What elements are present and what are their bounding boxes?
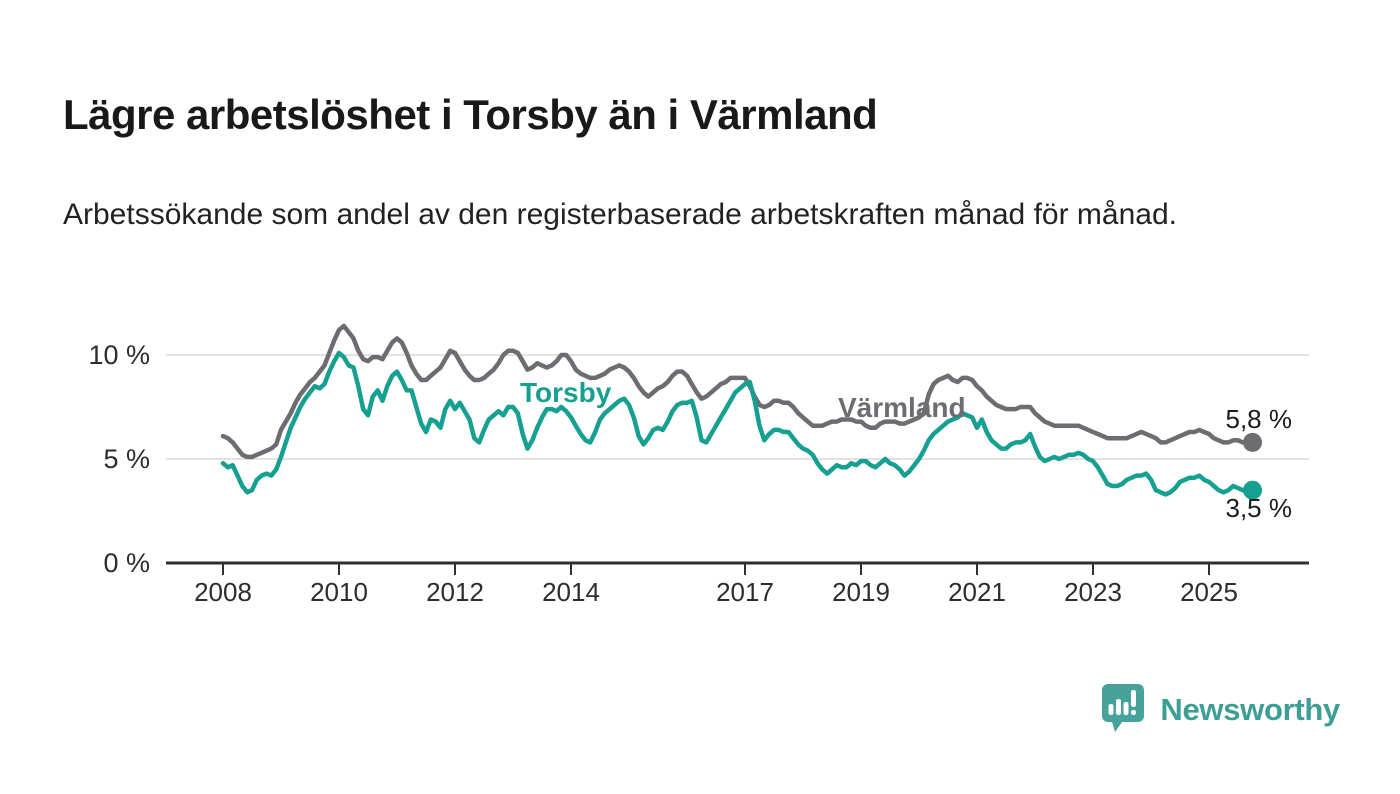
x-tick-label: 2012 xyxy=(426,577,484,607)
x-tick-label: 2023 xyxy=(1064,577,1122,607)
x-tick-label: 2014 xyxy=(542,577,600,607)
värmland-end-dot xyxy=(1243,432,1262,452)
x-tick-label: 2008 xyxy=(194,577,252,607)
page-title: Lägre arbetslöshet i Torsby än i Värmlan… xyxy=(63,91,878,139)
torsby-end-value-label: 3,5 % xyxy=(1226,493,1293,523)
chart-axes: 2008 2010 2012 2014 2017 2019 2021 2023 2025 0 % 5… xyxy=(88,340,1309,607)
newsworthy-bars-bubble-icon xyxy=(1102,684,1145,732)
y-tick-label: 0 % xyxy=(103,548,150,578)
värmland-line xyxy=(220,323,1255,460)
y-tick-label: 10 % xyxy=(88,340,150,370)
x-tick-label: 2010 xyxy=(310,577,368,607)
torsby-line xyxy=(220,350,1255,497)
varmland-end-value-label: 5,8 % xyxy=(1226,404,1293,434)
chart-series-lines xyxy=(220,323,1262,500)
x-tick-label: 2017 xyxy=(716,577,774,607)
chart-gridlines xyxy=(166,354,1309,460)
varmland-series-label: Värmland xyxy=(838,392,966,423)
y-tick-label: 5 % xyxy=(103,444,150,474)
logo-chart-bars xyxy=(1108,690,1137,715)
torsby-series-label: Torsby xyxy=(520,377,612,408)
x-tick-label: 2025 xyxy=(1180,577,1238,607)
newsworthy-logo: Newsworthy xyxy=(1100,682,1340,738)
page-subtitle: Arbetssökande som andel av den registerb… xyxy=(63,198,1177,231)
newsworthy-logo-text: Newsworthy xyxy=(1160,692,1340,727)
x-tick-label: 2021 xyxy=(948,577,1006,607)
torsby-end-dot xyxy=(1243,480,1262,500)
x-tick-label: 2019 xyxy=(832,577,890,607)
